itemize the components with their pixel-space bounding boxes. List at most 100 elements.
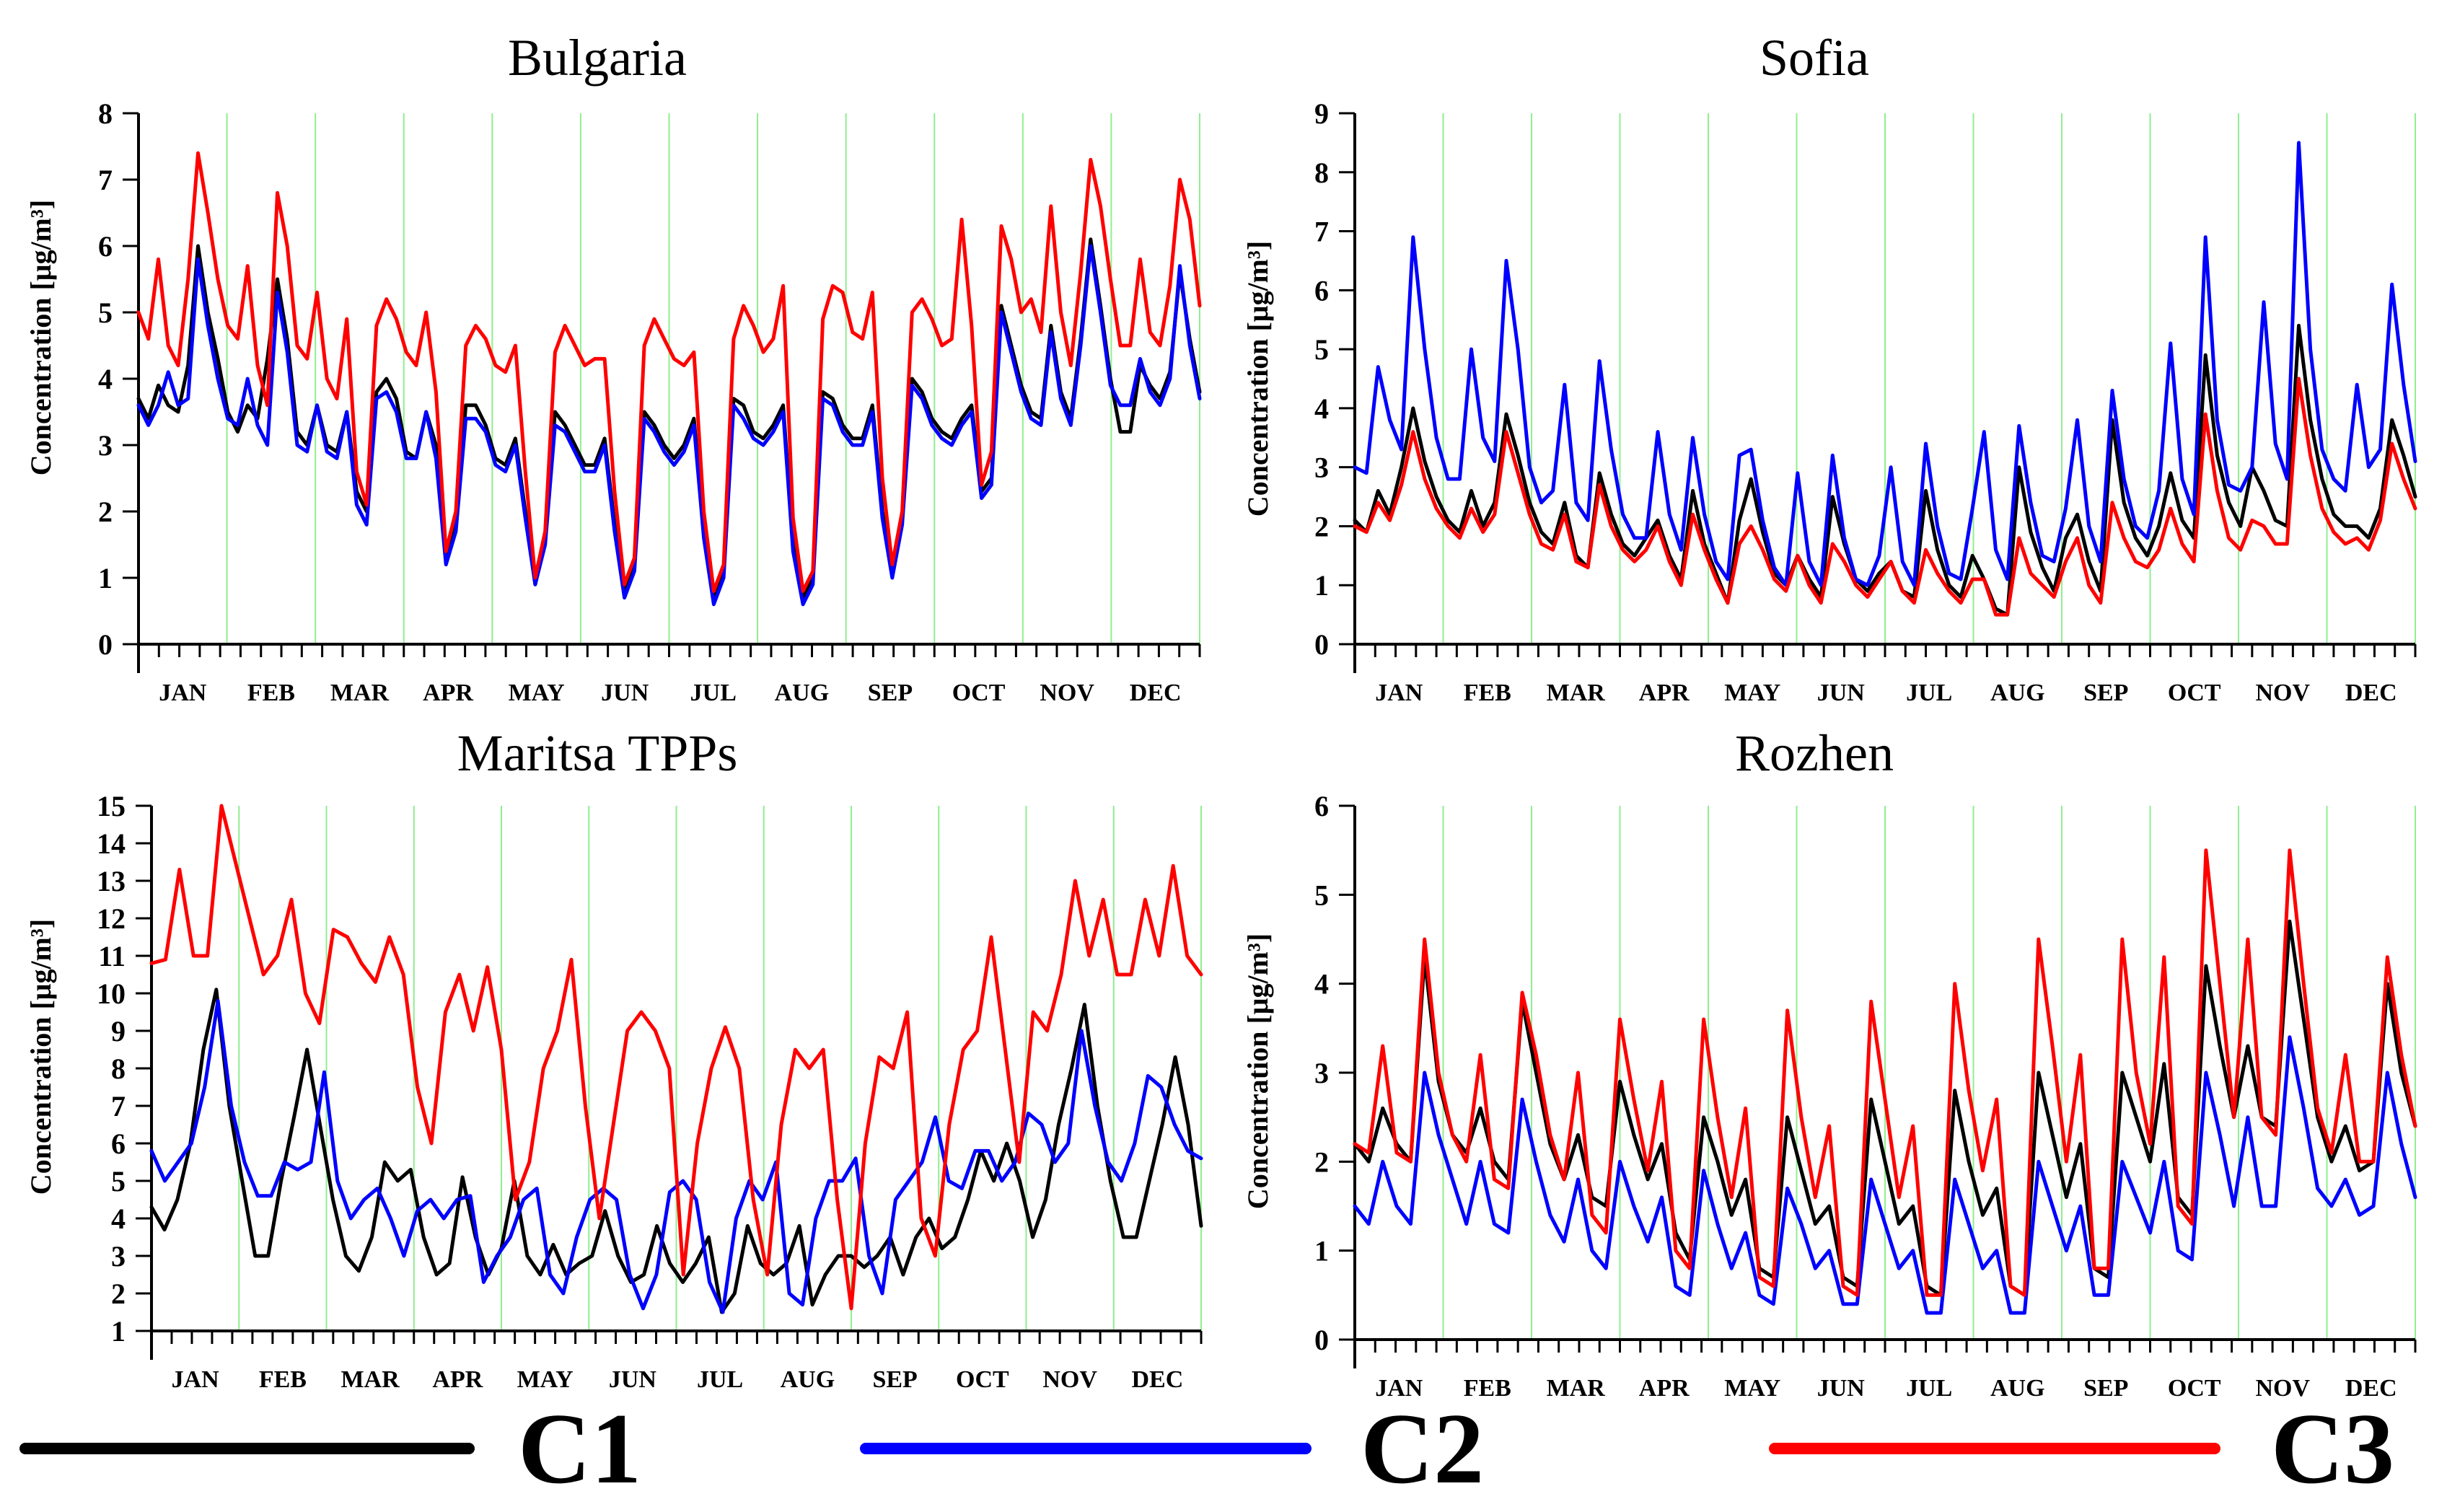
y-tick-label: 9 — [1314, 97, 1329, 130]
legend-label-c3: C3 — [2271, 1393, 2394, 1505]
panel-rozhen: Rozhen Concentration [μg/m³] 0 1 2 3 4 5 6 JAN F… — [1242, 724, 2417, 1402]
y-axis-label: Concentration [μg/m³] — [1242, 933, 1274, 1209]
y-tick-label: 14 — [97, 827, 126, 860]
x-tick-label: NOV — [2255, 1375, 2310, 1402]
x-tick-label: APR — [1639, 680, 1690, 706]
x-tick-label: OCT — [952, 680, 1006, 706]
series-line-c1 — [1353, 919, 2417, 1297]
y-tick-label: 5 — [1314, 879, 1329, 911]
y-tick-label: 5 — [111, 1165, 126, 1197]
x-tick-label: FEB — [1464, 1375, 1511, 1402]
series-line-c2 — [1353, 1035, 2417, 1315]
x-tick-label: MAR — [330, 680, 390, 706]
x-tick-label: JUL — [1906, 1375, 1952, 1402]
y-tick-label: 1 — [1314, 1235, 1329, 1267]
x-tick-label: SEP — [2083, 680, 2128, 706]
series-line-c1 — [149, 988, 1203, 1314]
x-tick-label: JAN — [159, 680, 207, 706]
panel-title: Bulgaria — [508, 29, 687, 87]
x-tick-label: NOV — [2255, 680, 2310, 706]
y-tick-label: 6 — [98, 230, 113, 263]
x-tick-label: JUN — [1817, 680, 1866, 706]
x-tick-label: OCT — [2168, 1375, 2221, 1402]
y-tick-label: 3 — [98, 429, 113, 462]
x-tick-label: JAN — [1375, 1375, 1423, 1402]
y-tick-label: 1 — [111, 1315, 126, 1348]
x-tick-label: MAY — [1724, 1375, 1780, 1402]
x-tick-label: FEB — [259, 1366, 307, 1393]
y-tick-label: 0 — [98, 628, 113, 661]
x-tick-label: NOV — [1042, 1366, 1097, 1393]
y-tick-label: 8 — [98, 97, 113, 130]
x-tick-label: JUN — [1817, 1375, 1866, 1402]
legend: C1 C2 C3 — [19, 1393, 2394, 1505]
y-tick-label: 6 — [111, 1128, 126, 1160]
x-tick-label: SEP — [2083, 1375, 2128, 1402]
series-line-c3 — [1353, 848, 2417, 1297]
y-tick-label: 7 — [98, 164, 113, 196]
x-tick-label: DEC — [2345, 680, 2397, 706]
y-tick-label: 1 — [1314, 569, 1329, 602]
y-tick-label: 12 — [97, 902, 126, 935]
y-tick-label: 1 — [98, 562, 113, 594]
x-tick-label: JAN — [1375, 680, 1423, 706]
x-tick-label: SEP — [868, 680, 913, 706]
x-tick-label: JUL — [690, 680, 737, 706]
x-tick-label: JUL — [697, 1366, 743, 1393]
series-line-c3 — [149, 804, 1203, 1311]
y-tick-label: 5 — [1314, 333, 1329, 366]
y-tick-label: 2 — [1314, 1146, 1329, 1178]
x-tick-label: JUN — [601, 680, 649, 706]
x-tick-label: DEC — [2345, 1375, 2397, 1402]
y-axis-label: Concentration [μg/m³] — [25, 919, 57, 1195]
series-line-c2 — [1353, 141, 2417, 587]
x-tick-label: MAR — [341, 1366, 400, 1393]
y-tick-label: 8 — [111, 1052, 126, 1085]
panel-title: Rozhen — [1735, 724, 1894, 782]
panel-title: Sofia — [1760, 29, 1869, 87]
y-tick-label: 2 — [111, 1278, 126, 1310]
y-tick-label: 2 — [1314, 510, 1329, 542]
x-tick-label: SEP — [872, 1366, 917, 1393]
y-tick-label: 6 — [1314, 274, 1329, 307]
legend-label-c2: C2 — [1361, 1393, 1484, 1505]
y-tick-label: 0 — [1314, 1324, 1329, 1356]
x-tick-label: APR — [423, 680, 473, 706]
x-tick-label: OCT — [956, 1366, 1009, 1393]
y-tick-label: 9 — [111, 1015, 126, 1047]
panel-sofia: Sofia Concentration [μg/m³] 0 1 2 3 4 5 6 7 8 9 JA… — [1242, 29, 2417, 706]
y-tick-label: 8 — [1314, 157, 1329, 189]
y-tick-label: 13 — [97, 865, 126, 897]
panel-title: Maritsa TPPs — [457, 724, 738, 782]
y-axis-label: Concentration [μg/m³] — [25, 200, 57, 475]
x-tick-label: FEB — [1464, 680, 1511, 706]
y-tick-label: 7 — [1314, 216, 1329, 248]
y-tick-label: 3 — [1314, 1057, 1329, 1089]
series-line-c3 — [1353, 377, 2417, 617]
x-tick-label: AUG — [781, 1366, 835, 1393]
y-tick-label: 0 — [1314, 628, 1329, 661]
x-tick-label: MAR — [1547, 1375, 1606, 1402]
y-tick-label: 3 — [1314, 452, 1329, 484]
y-tick-label: 15 — [97, 790, 126, 822]
y-tick-label: 11 — [98, 940, 126, 972]
x-tick-label: OCT — [2168, 680, 2221, 706]
y-tick-label: 4 — [1314, 392, 1329, 425]
x-tick-label: NOV — [1040, 680, 1094, 706]
x-tick-label: MAR — [1547, 680, 1606, 706]
legend-label-c1: C1 — [518, 1393, 641, 1505]
y-tick-label: 5 — [98, 296, 113, 329]
x-tick-label: FEB — [247, 680, 295, 706]
x-tick-label: AUG — [1990, 680, 2045, 706]
x-tick-label: MAY — [517, 1366, 574, 1393]
x-tick-label: MAY — [1724, 680, 1780, 706]
x-tick-label: APR — [1639, 1375, 1690, 1402]
y-tick-label: 4 — [111, 1203, 126, 1235]
y-tick-label: 7 — [111, 1090, 126, 1122]
panel-maritsa-tpps: Maritsa TPPs Concentration [μg/m³] 12345… — [25, 724, 1203, 1393]
series-line-c3 — [136, 151, 1202, 593]
x-tick-label: MAY — [509, 680, 565, 706]
x-tick-label: AUG — [1990, 1375, 2045, 1402]
y-tick-label: 2 — [98, 496, 113, 528]
